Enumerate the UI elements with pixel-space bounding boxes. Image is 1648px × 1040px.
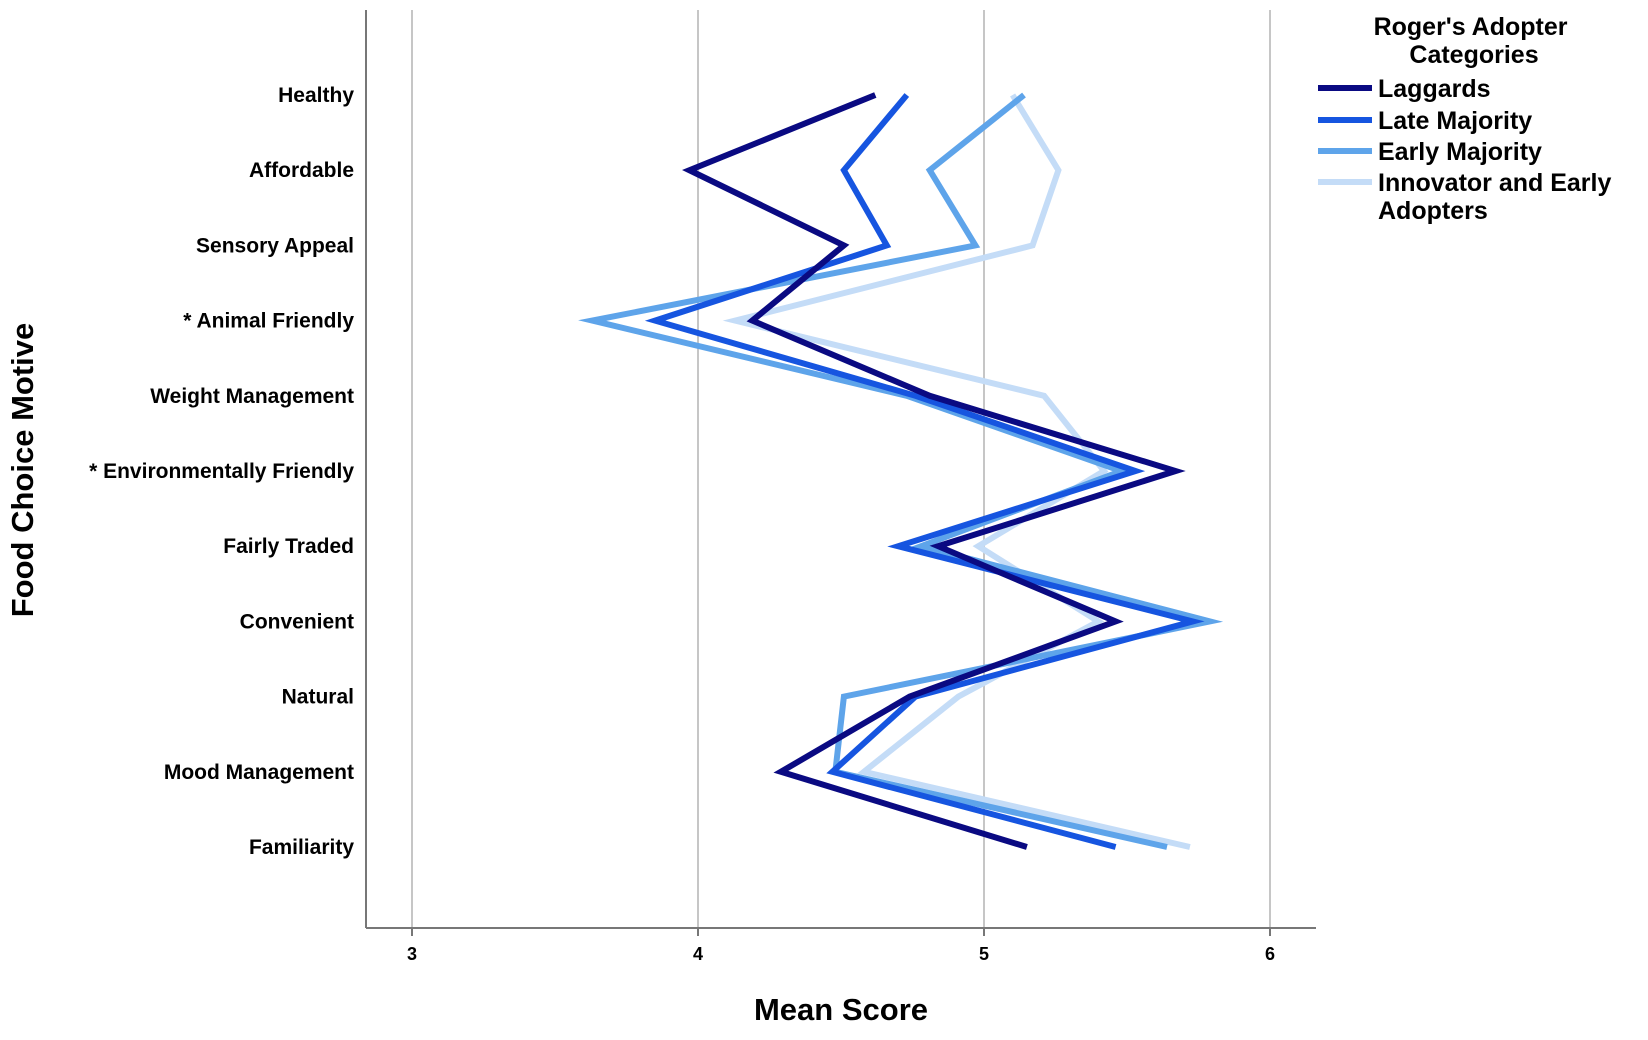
y-category-label: * Environmentally Friendly (89, 460, 354, 483)
y-category-labels: Healthy Affordable Sensory Appeal * Animal … (89, 84, 354, 859)
y-category-label: Mood Management (164, 761, 354, 784)
y-category-label: Sensory Appeal (196, 234, 354, 257)
series-line-laggards (682, 92, 1186, 850)
x-axis-title: Mean Score (754, 992, 928, 1027)
legend-label-line-1: Innovator and Early (1378, 169, 1611, 197)
y-axis-title: Food Choice Motive (5, 323, 40, 618)
legend-label-line-2: Adopters (1378, 197, 1488, 225)
x-tick-label: 5 (979, 944, 989, 964)
x-tick-label: 6 (1265, 944, 1275, 964)
x-tick-label: 3 (407, 944, 417, 964)
y-category-label: Weight Management (150, 385, 354, 408)
legend-label: Laggards (1378, 75, 1491, 103)
axes (365, 10, 1316, 929)
legend-items: Laggards Late Majority Early Majority Innov… (1318, 75, 1611, 225)
y-category-label: * Animal Friendly (183, 310, 354, 333)
gridlines (411, 10, 1271, 936)
y-category-label: Fairly Traded (223, 535, 354, 558)
series-line-innovator-and-early-adopters (722, 93, 1191, 850)
legend-title-line-1: Roger's Adopter (1374, 13, 1568, 41)
legend-title-line-2: Categories (1409, 41, 1538, 69)
legend-label: Late Majority (1378, 107, 1532, 135)
legend-label: Innovator and Early Adopters (1378, 169, 1611, 225)
y-category-label: Natural (282, 686, 354, 709)
series-line-early-majority (578, 92, 1224, 850)
legend-title: Roger's Adopter Categories (1374, 13, 1575, 69)
series-line-late-majority (644, 93, 1205, 850)
y-category-label: Affordable (249, 159, 354, 182)
y-category-label: Convenient (240, 610, 354, 633)
series-lines (578, 92, 1224, 850)
x-tick-label: 4 (693, 944, 703, 964)
legend: Roger's Adopter Categories Laggards Late … (1318, 13, 1611, 225)
y-category-label: Familiarity (249, 836, 354, 859)
y-category-label: Healthy (278, 84, 354, 107)
legend-label: Early Majority (1378, 138, 1542, 166)
x-tick-labels: 3 4 5 6 (407, 944, 1275, 964)
